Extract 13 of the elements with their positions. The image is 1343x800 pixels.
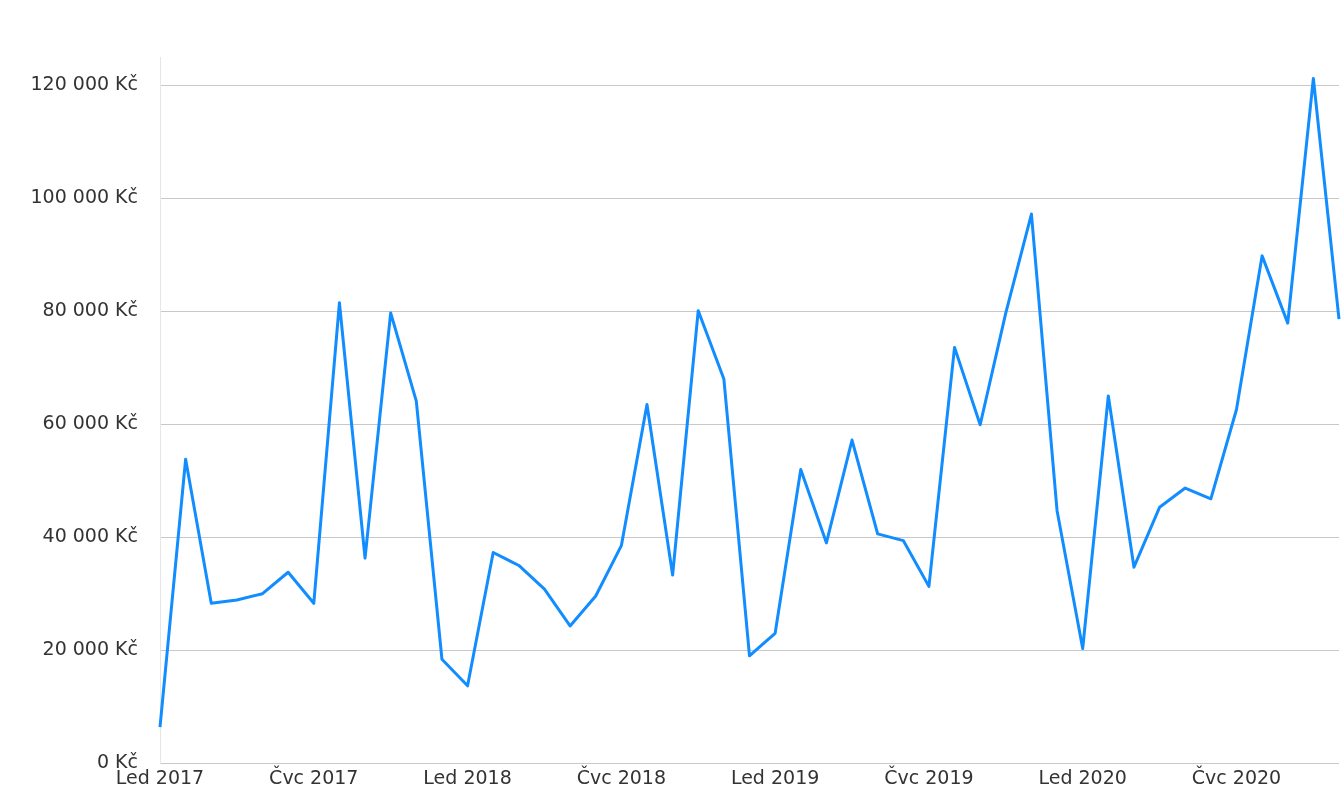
y-tick-label: 40 000 Kč — [42, 524, 138, 547]
x-tick-label: Led 2019 — [730, 765, 820, 788]
x-tick-label: Led 2020 — [1038, 765, 1127, 788]
x-tick-label: Čvc 2018 — [576, 764, 667, 788]
x-tick-label: Čvc 2019 — [884, 764, 974, 788]
y-tick-label: 20 000 Kč — [42, 637, 138, 660]
y-tick-label: 80 000 Kč — [42, 298, 138, 321]
y-tick-label: 120 000 Kč — [30, 72, 138, 95]
x-tick-label: Led 2018 — [423, 765, 512, 788]
y-tick-label: 100 000 Kč — [30, 185, 138, 208]
y-tick-label: 60 000 Kč — [42, 411, 138, 434]
x-tick-label: Čvc 2017 — [269, 764, 359, 788]
x-tick-label: Čvc 2020 — [1191, 764, 1282, 788]
